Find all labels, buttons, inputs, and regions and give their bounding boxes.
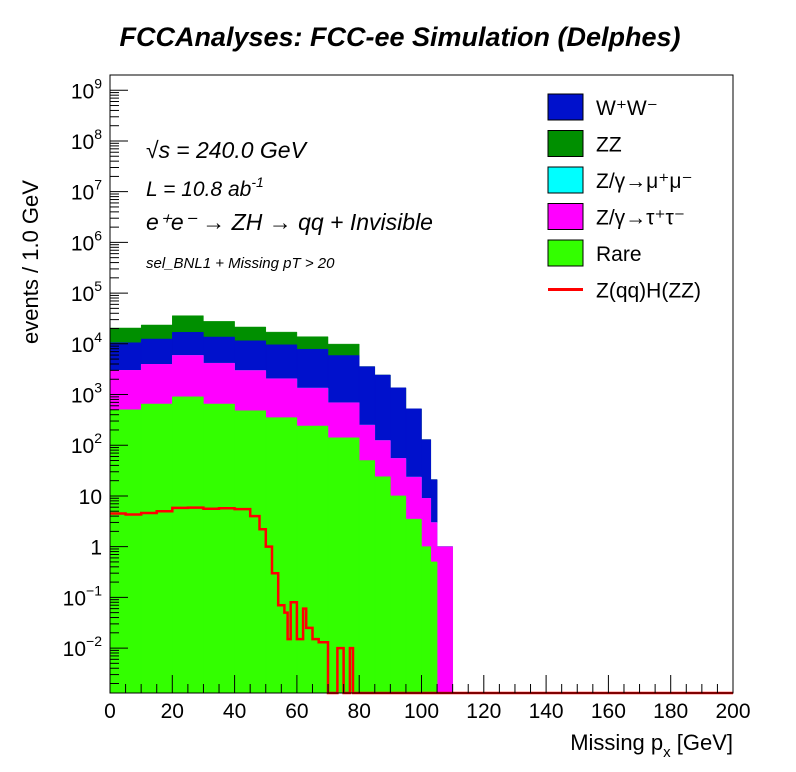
x-tick-label: 100 [404, 700, 439, 723]
y-tick-label: 107 [71, 177, 102, 205]
legend-label: ZZ [596, 134, 622, 157]
legend-label: Z(qq)H(ZZ) [596, 280, 701, 303]
annotation-block: √s = 240.0 GeV L = 10.8 ab-1 e⁺e⁻ → ZH → … [146, 137, 433, 272]
annotation-lumi: L = 10.8 ab-1 [146, 174, 264, 201]
legend-label: W⁺W⁻ [596, 97, 658, 120]
legend-label: Z/γ→μ⁺μ⁻ [596, 170, 693, 193]
x-tick-label: 40 [223, 700, 246, 723]
y-tick-label: 109 [71, 75, 102, 103]
legend-swatch [547, 239, 584, 267]
y-tick-label: 10−2 [63, 633, 103, 661]
plot-series [109, 315, 453, 694]
chart-title: FCCAnalyses: FCC-ee Simulation (Delphes) [119, 22, 680, 52]
annotation-sqrt-s: √s = 240.0 GeV [146, 137, 309, 163]
annotation-process: e⁺e⁻ → ZH → qq + Invisible [146, 209, 433, 235]
x-tick-label: 120 [466, 700, 501, 723]
legend-swatch [547, 130, 584, 157]
x-tick-label: 80 [348, 700, 371, 723]
y-tick-label: 103 [71, 380, 102, 408]
series-rare-area [109, 396, 438, 694]
y-tick-label: 108 [71, 126, 102, 154]
legend-label: Z/γ→τ⁺τ⁻ [596, 207, 685, 230]
annotation-selection: sel_BNL1 + Missing pT > 20 [146, 255, 335, 272]
legend-label: Rare [596, 243, 642, 266]
y-axis-label: events / 1.0 GeV [18, 180, 43, 344]
x-tick-label: 160 [591, 700, 626, 723]
legend-swatch [547, 203, 584, 230]
y-tick-label: 102 [71, 430, 102, 458]
x-tick-label: 200 [715, 700, 750, 723]
x-tick-label: 20 [161, 700, 184, 723]
y-tick-label: 105 [71, 278, 102, 306]
y-tick-label: 10−1 [63, 582, 103, 610]
x-axis: 0 20 40 60 80 100 120 140 160 180 200 [104, 675, 751, 723]
legend-swatch [547, 166, 584, 194]
y-tick-label: 10 [79, 486, 102, 509]
x-tick-label: 60 [285, 700, 308, 723]
legend: W⁺W⁻ ZZ Z/γ→μ⁺μ⁻ Z/γ→τ⁺τ⁻ Rare Z(qq)H(ZZ) [547, 93, 701, 303]
x-axis-label: Missing px [GeV] [570, 730, 733, 761]
x-tick-label: 180 [653, 700, 688, 723]
x-tick-label: 140 [529, 700, 564, 723]
y-tick-label: 106 [71, 227, 102, 255]
legend-swatch [547, 93, 584, 121]
y-tick-label: 104 [71, 329, 102, 357]
x-tick-label: 0 [104, 700, 116, 723]
y-tick-label: 1 [90, 537, 102, 560]
